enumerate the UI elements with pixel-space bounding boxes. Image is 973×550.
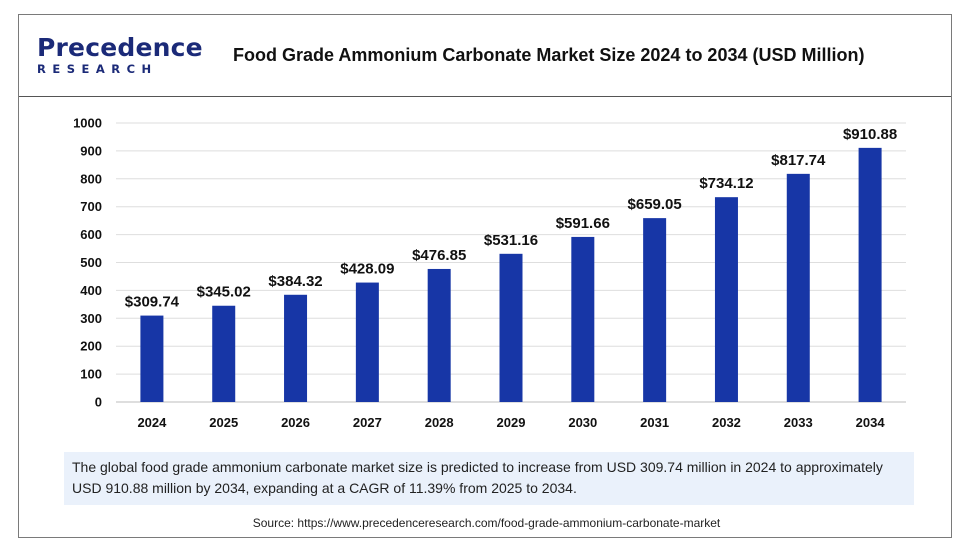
y-tick-label: 700 (80, 199, 102, 214)
data-label: $428.09 (340, 261, 394, 278)
y-tick-label: 900 (80, 143, 102, 158)
bar (212, 305, 236, 402)
y-tick-label: 400 (80, 283, 102, 298)
summary-note: The global food grade ammonium carbonate… (64, 452, 914, 505)
bar (355, 282, 379, 402)
bar (643, 218, 667, 402)
y-tick-label: 200 (80, 339, 102, 354)
y-tick-label: 0 (95, 395, 102, 410)
x-tick-label: 2029 (497, 415, 526, 430)
x-tick-label: 2028 (425, 415, 454, 430)
x-tick-label: 2032 (712, 415, 741, 430)
x-tick-label: 2030 (568, 415, 597, 430)
data-label: $345.02 (197, 284, 251, 301)
x-tick-label: 2033 (784, 415, 813, 430)
data-label: $476.85 (412, 247, 466, 264)
chart-title: Food Grade Ammonium Carbonate Market Siz… (233, 45, 865, 65)
data-label: $659.05 (628, 196, 682, 213)
bar (858, 147, 882, 402)
y-tick-label: 300 (80, 311, 102, 326)
x-tick-label: 2024 (137, 415, 167, 430)
y-tick-label: 100 (80, 367, 102, 382)
logo-wordmark: Precedence (37, 33, 203, 62)
source-line: Source: https://www.precedenceresearch.c… (252, 516, 721, 530)
x-tick-label: 2034 (856, 415, 886, 430)
data-label: $817.74 (771, 152, 826, 169)
bar (427, 268, 451, 402)
bar (714, 197, 738, 402)
y-tick-label: 600 (80, 227, 102, 242)
bar (571, 236, 595, 402)
y-tick-label: 500 (80, 255, 102, 270)
logo: Precedence RESEARCH (37, 33, 203, 83)
data-label: $734.12 (699, 175, 753, 192)
data-label: $591.66 (556, 215, 610, 232)
data-label: $910.88 (843, 126, 897, 143)
x-tick-label: 2027 (353, 415, 382, 430)
header: Precedence RESEARCH Food Grade Ammonium … (19, 15, 951, 97)
logo-subtitle: RESEARCH (37, 62, 158, 76)
bar (284, 294, 308, 402)
x-tick-label: 2031 (640, 415, 669, 430)
y-tick-label: 800 (80, 171, 102, 186)
x-tick-label: 2025 (209, 415, 238, 430)
bar (786, 173, 810, 402)
x-tick-label: 2026 (281, 415, 310, 430)
bar (140, 315, 164, 402)
bar (499, 253, 523, 402)
data-label: $384.32 (268, 273, 322, 290)
data-label: $531.16 (484, 232, 538, 249)
chart-frame: Precedence RESEARCH Food Grade Ammonium … (18, 14, 952, 538)
y-tick-label: 1000 (73, 116, 102, 131)
data-label: $309.74 (125, 294, 180, 311)
